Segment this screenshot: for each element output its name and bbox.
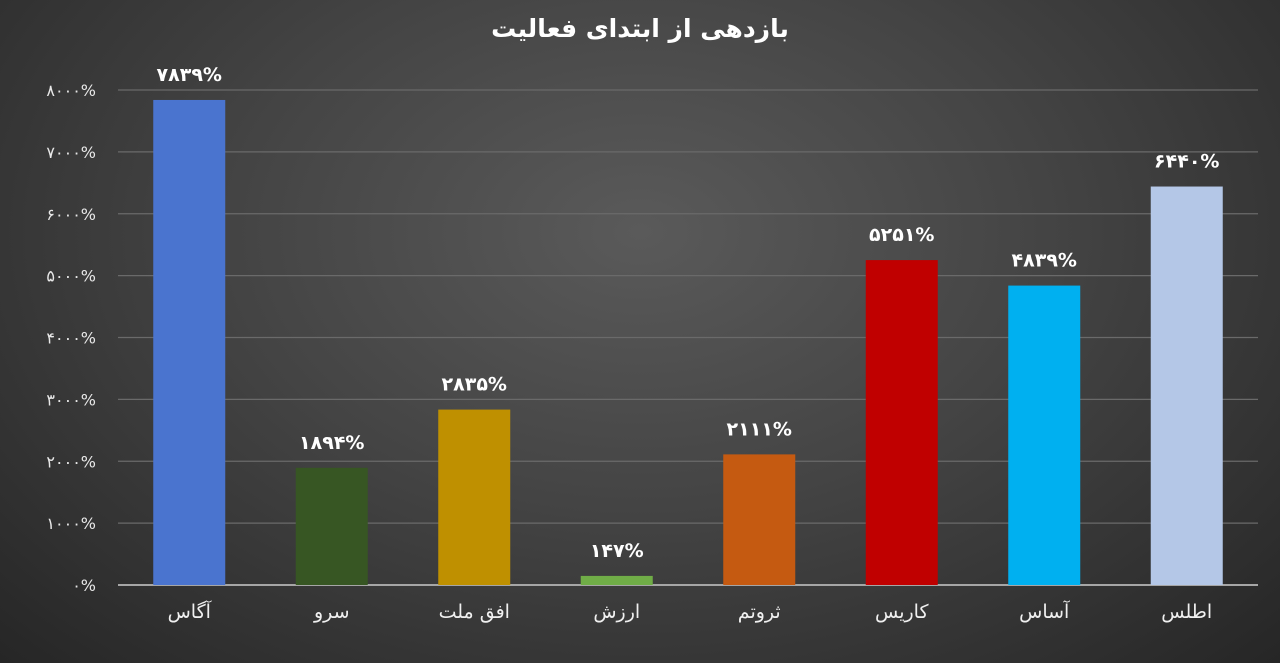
x-tick-label: ارزش (593, 601, 640, 623)
chart-title: بازدهی از ابتدای فعالیت (491, 14, 789, 43)
data-label: ۱۴۷% (590, 540, 644, 562)
y-tick-label: ۵۰۰۰% (46, 267, 96, 286)
bar (1150, 186, 1223, 585)
bar (153, 99, 226, 585)
data-label: ۲۱۱۱% (727, 418, 792, 440)
y-tick-label: ۳۰۰۰% (46, 390, 96, 409)
bar (723, 454, 796, 585)
x-tick-label: سرو (313, 601, 350, 623)
data-label: ۶۴۴۰% (1154, 151, 1219, 173)
data-label: ۲۸۳۵% (442, 374, 507, 396)
x-tick-label: آساس (1019, 599, 1070, 623)
data-label: ۵۲۵۱% (869, 224, 934, 246)
y-tick-label: ۸۰۰۰% (46, 81, 96, 100)
bar (295, 467, 368, 585)
x-tick-label: افق ملت (439, 601, 510, 623)
bar (865, 260, 938, 585)
y-tick-label: ۶۰۰۰% (46, 205, 96, 224)
y-tick-label: ۱۰۰۰% (46, 514, 96, 533)
x-tick-label: اطلس (1161, 601, 1212, 623)
data-label: ۱۸۹۴% (299, 432, 364, 454)
x-tick-label: ثروتم (738, 601, 781, 623)
bar (580, 575, 653, 585)
y-tick-label: ۴۰۰۰% (46, 329, 96, 348)
x-tick-label: آگاس (168, 599, 212, 623)
y-tick-label: ۰% (72, 576, 96, 595)
y-tick-label: ۲۰۰۰% (46, 452, 96, 471)
bar (1008, 285, 1081, 585)
x-tick-label: کاریس (875, 601, 929, 623)
data-label: ۴۸۳۹% (1012, 250, 1077, 272)
y-tick-label: ۷۰۰۰% (46, 143, 96, 162)
data-label: ۷۸۳۹% (157, 64, 222, 86)
bar (438, 409, 511, 585)
